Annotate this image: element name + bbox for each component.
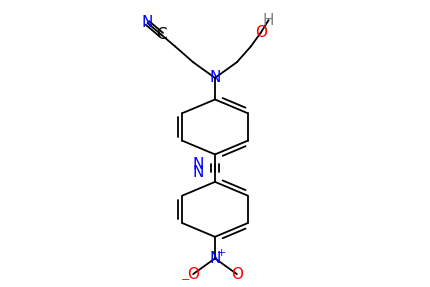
Text: N: N <box>192 164 203 180</box>
Text: O: O <box>230 267 242 282</box>
Text: N: N <box>192 157 203 172</box>
Text: C: C <box>156 27 166 42</box>
Text: O: O <box>254 25 266 40</box>
Text: N: N <box>209 251 220 266</box>
Text: −: − <box>180 275 190 285</box>
Text: H: H <box>262 13 274 28</box>
Text: N: N <box>209 70 220 86</box>
Text: N: N <box>141 15 153 30</box>
Text: +: + <box>217 247 226 257</box>
Text: O: O <box>187 267 199 282</box>
